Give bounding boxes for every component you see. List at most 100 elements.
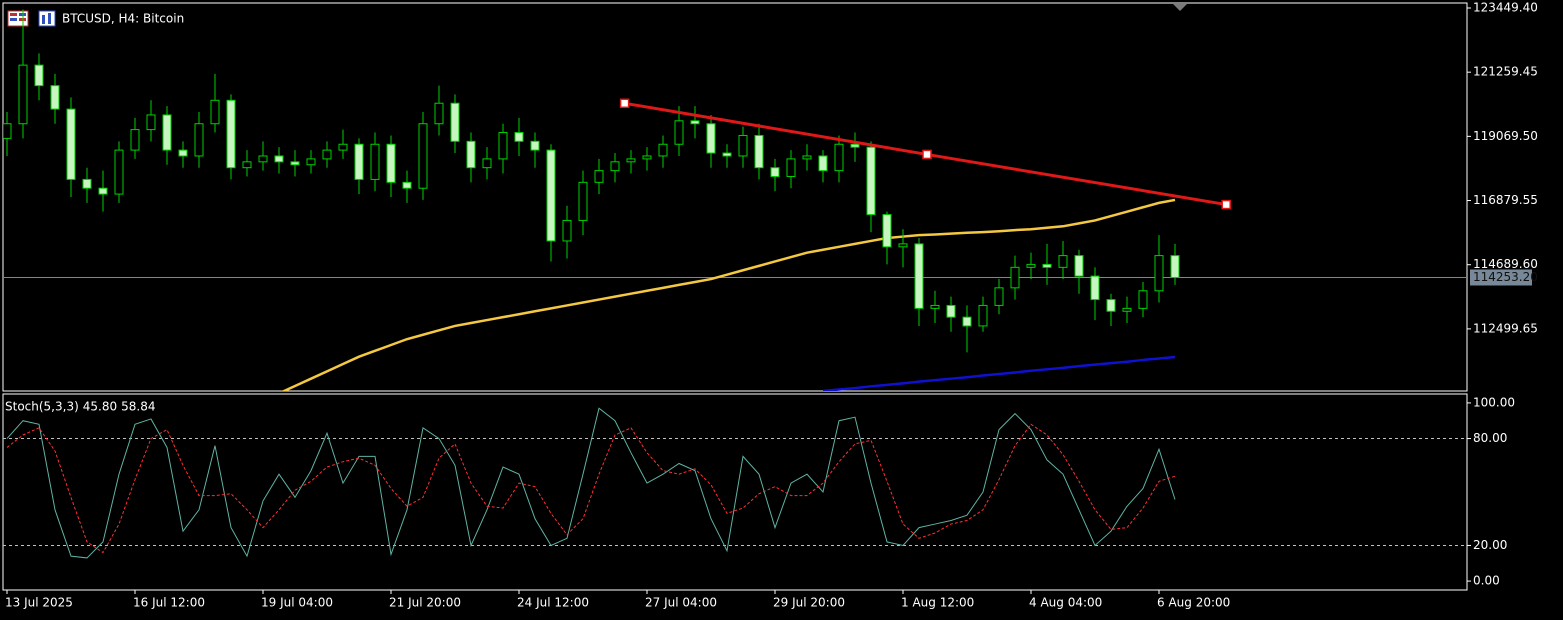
- candle-body: [866, 146, 876, 216]
- candle-body: [578, 181, 588, 221]
- candle-body: [978, 304, 988, 327]
- x-tick-label: 24 Jul 12:00: [517, 596, 589, 610]
- y-tick-label: 123449.40: [1473, 0, 1538, 14]
- x-tick-label: 19 Jul 04:00: [261, 596, 333, 610]
- candle-body: [610, 161, 620, 172]
- candle-body: [466, 140, 476, 169]
- candle-body: [1026, 263, 1036, 268]
- chart-type-icon[interactable]: [38, 10, 56, 27]
- candle-body: [882, 214, 892, 248]
- y-tick-label: 119069.50: [1473, 129, 1538, 143]
- candle-body: [1058, 255, 1068, 268]
- candle-body: [690, 120, 700, 125]
- y-tick-label: 80.00: [1473, 431, 1507, 445]
- y-tick-label: 121259.45: [1473, 65, 1538, 79]
- candle-body: [642, 155, 652, 160]
- candle-body: [1106, 299, 1116, 312]
- candle-body: [98, 187, 108, 195]
- candle-body: [930, 304, 940, 309]
- candle-body: [146, 114, 156, 131]
- candle-body: [114, 149, 124, 195]
- candle-body: [162, 114, 172, 151]
- candle-body: [3, 123, 12, 139]
- candle-body: [338, 143, 348, 151]
- trendline-anchor: [1221, 199, 1231, 210]
- candle-body: [850, 143, 860, 148]
- main-plot: [3, 9, 1467, 391]
- candle-body: [434, 102, 444, 125]
- moving-average: [822, 355, 1176, 391]
- trendline-anchor: [922, 149, 932, 160]
- candle-body: [402, 181, 412, 189]
- candle-body: [18, 64, 28, 125]
- candle-body: [354, 143, 364, 180]
- shift-marker[interactable]: [1173, 4, 1187, 11]
- stoch-line: [6, 407, 1176, 559]
- candle-body: [802, 155, 812, 160]
- candle-body: [482, 158, 492, 169]
- candle-body: [322, 149, 332, 160]
- candle-body: [82, 178, 92, 189]
- y-tick-label: 100.00: [1473, 395, 1515, 409]
- candle-body: [914, 243, 924, 309]
- candle-body: [1090, 275, 1100, 301]
- candle-body: [674, 120, 684, 145]
- candle-body: [834, 143, 844, 172]
- candle-body: [754, 134, 764, 169]
- candle-body: [530, 140, 540, 151]
- symbol-icon[interactable]: [7, 10, 29, 27]
- candle-body: [722, 152, 732, 157]
- x-tick-label: 1 Aug 12:00: [901, 596, 974, 610]
- candle-body: [450, 102, 460, 142]
- candle-body: [738, 134, 748, 157]
- candle-body: [946, 304, 956, 318]
- y-tick-label: 114689.60: [1473, 257, 1538, 271]
- candle-body: [626, 158, 636, 163]
- chart-title: BTCUSD, H4: Bitcoin: [62, 12, 184, 26]
- moving-average: [281, 198, 1176, 391]
- candle-body: [194, 123, 204, 157]
- sub-pane-border: [2, 393, 1468, 591]
- candle-body: [1122, 307, 1132, 312]
- indicator-name: Stoch(5,3,3): [5, 400, 79, 414]
- candle-body: [274, 155, 284, 163]
- candle-body: [818, 155, 828, 172]
- candle-body: [514, 132, 524, 142]
- candle-body: [1010, 266, 1020, 289]
- indicator-readout: 45.80: [83, 400, 117, 414]
- y-tick-label: 20.00: [1473, 538, 1507, 552]
- trendline-anchor: [619, 98, 630, 109]
- candle-body: [306, 158, 316, 166]
- candle-body: [1074, 255, 1084, 277]
- candle-body: [386, 143, 396, 183]
- candle-body: [242, 161, 252, 169]
- candle-body: [962, 316, 972, 327]
- candle-body: [418, 123, 428, 189]
- candle-body: [562, 219, 572, 242]
- candle-body: [498, 132, 508, 160]
- indicator-readout: 58.84: [121, 400, 155, 414]
- y-tick-label: 0.00: [1473, 574, 1500, 588]
- sub-plot: [3, 407, 1467, 559]
- candle-body: [546, 149, 556, 242]
- x-tick-label: 27 Jul 04:00: [645, 596, 717, 610]
- x-tick-label: 29 Jul 20:00: [773, 596, 845, 610]
- main-pane-border: [2, 2, 1468, 392]
- x-tick-label: 16 Jul 12:00: [133, 596, 205, 610]
- candle-body: [66, 108, 76, 180]
- x-tick-label: 21 Jul 20:00: [389, 596, 461, 610]
- candle-body: [226, 99, 236, 169]
- candle-body: [994, 287, 1004, 306]
- candle-body: [706, 123, 716, 154]
- axes: 123449.40 121259.45 119069.50 116879.55 1146…: [5, 0, 1538, 609]
- candle-body: [770, 167, 780, 177]
- x-tick-label: 4 Aug 04:00: [1029, 596, 1102, 610]
- y-tick-label: 116879.55: [1473, 193, 1538, 207]
- candle-body: [1170, 255, 1180, 278]
- candle-body: [594, 170, 604, 183]
- candle-body: [258, 155, 268, 163]
- candle-body: [34, 64, 44, 87]
- last-price-label: 114253.20: [1473, 270, 1538, 284]
